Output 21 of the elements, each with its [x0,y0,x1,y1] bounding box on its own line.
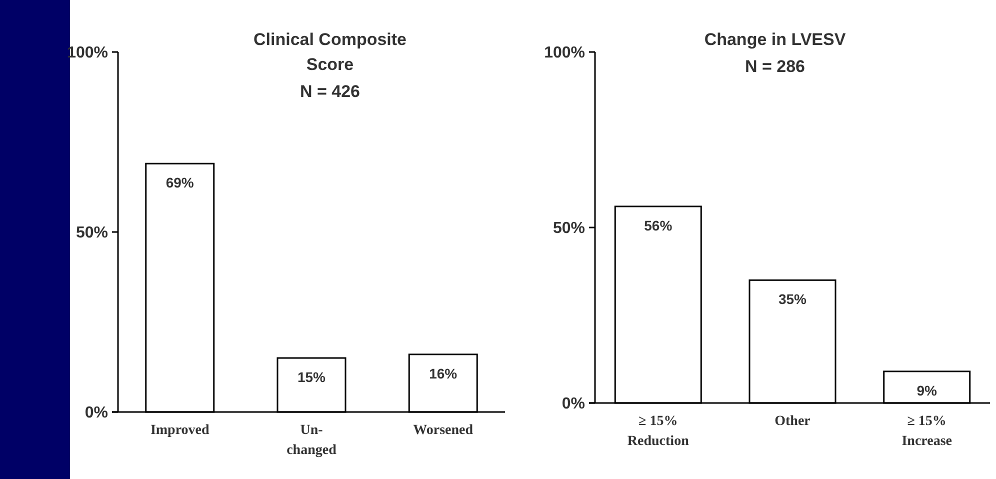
y-tick-label: 0% [562,396,585,413]
y-tick-label: 50% [76,224,108,242]
data-label: 69% [166,174,194,191]
x-tick-label: ≥ 15% Reduction [627,414,690,449]
x-tick-label: Other [774,414,810,429]
y-tick-label: 0% [84,404,108,422]
data-label: 9% [916,382,938,398]
text: N = 426 [300,82,360,101]
data-label: 56% [644,217,673,234]
y-tick-label: 100% [544,44,585,62]
data-label: 35% [778,291,808,308]
x-tick-label: Improved [150,423,210,438]
data-label: 15% [297,369,326,385]
chart-subtitle: N = 286 [744,57,806,76]
chart-title: Change in LVESV [704,30,846,49]
x-tick-label: Worsened [413,423,474,438]
chart-title: Clinical Composite Score [253,30,407,74]
x-tick-label: ≥ 15% Increase [902,414,952,449]
data-label: 16% [429,365,458,382]
x-tick-label: Un- changed [286,423,337,458]
y-tick-label: 50% [552,220,585,238]
